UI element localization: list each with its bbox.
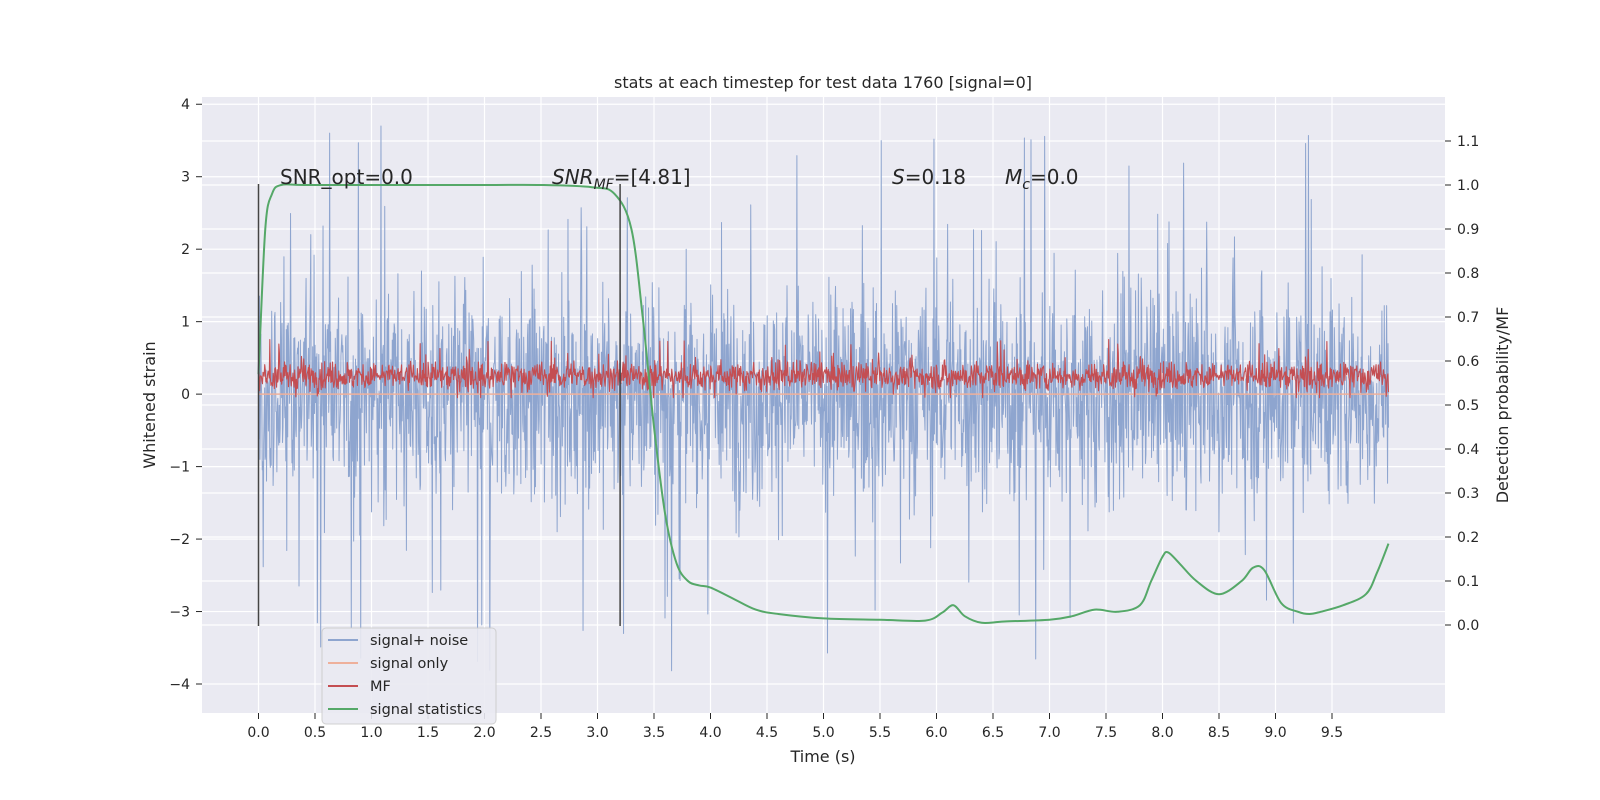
series-mf-line — [257, 339, 1390, 399]
x-tick-label: 3.5 — [643, 725, 665, 741]
x-tick-label: 4.5 — [756, 725, 778, 741]
x-tick-label: 1.5 — [417, 725, 439, 741]
y-tick-label: 1 — [181, 315, 190, 331]
x-tick-label: 5.5 — [869, 725, 891, 741]
annotation-mc: Mc=0.0 — [1005, 165, 1079, 193]
x-tick-label: 2.5 — [530, 725, 552, 741]
x-tick-label: 0.5 — [304, 725, 326, 741]
x-tick-label: 7.5 — [1095, 725, 1117, 741]
legend: signal+ noise signal only MF signal stat… — [321, 627, 497, 725]
y2-tick-label: 0.5 — [1457, 398, 1479, 414]
s-value: =0.18 — [905, 165, 966, 189]
snr-mf-symbol: SNR — [552, 165, 594, 189]
y-tick-label: −1 — [169, 460, 190, 476]
y2-tick-label: 0.4 — [1457, 442, 1479, 458]
x-tick-label: 3.0 — [586, 725, 608, 741]
snr-mf-subscript: MF — [594, 177, 615, 193]
mc-subscript: c — [1022, 177, 1030, 193]
annotation-snr-opt: SNR_opt=0.0 — [280, 165, 413, 189]
legend-label-signal-only: signal only — [370, 656, 449, 672]
x-tick-label: 6.5 — [982, 725, 1004, 741]
x-tick-label: 8.0 — [1151, 725, 1173, 741]
x-tick-label: 4.0 — [699, 725, 721, 741]
snr-mf-value: =[4.81] — [614, 165, 691, 189]
y-tick-label: 4 — [181, 97, 190, 113]
chart-title: stats at each timestep for test data 176… — [614, 73, 1032, 92]
x-tick-label: 2.0 — [473, 725, 495, 741]
y2-tick-label: 1.0 — [1457, 178, 1479, 194]
y2-tick-label: 0.8 — [1457, 266, 1479, 282]
y2-tick-label: 0.2 — [1457, 530, 1479, 546]
x-tick-label: 5.0 — [812, 725, 834, 741]
y2-tick-label: 0.1 — [1457, 574, 1479, 590]
x-tick-label: 8.5 — [1208, 725, 1230, 741]
x-tick-label: 6.0 — [925, 725, 947, 741]
series-signal-noise-line — [258, 125, 1389, 672]
vlines-layer — [257, 183, 621, 627]
legend-label-signal-statistics: signal statistics — [370, 702, 482, 718]
y-tick-label: −3 — [169, 605, 190, 621]
mc-symbol: M — [1005, 165, 1022, 189]
y-tick-label: 3 — [181, 170, 190, 186]
y2-tick-label: 0.3 — [1457, 486, 1479, 502]
x-tick-label: 0.0 — [247, 725, 269, 741]
y2-tick-label: 0.6 — [1457, 354, 1479, 370]
y-tick-label: −4 — [169, 677, 190, 693]
y2-tick-label: 0.0 — [1457, 618, 1479, 634]
y2-tick-label: 1.1 — [1457, 134, 1479, 150]
x-tick-label: 9.5 — [1321, 725, 1343, 741]
x-axis-label: Time (s) — [789, 747, 855, 766]
y2-tick-label: 0.7 — [1457, 310, 1479, 326]
annotation-snr-mf: SNRMF=[4.81] — [552, 165, 691, 193]
mc-value: =0.0 — [1030, 165, 1079, 189]
series-layer — [257, 125, 1390, 672]
ticks-layer: 0.0 0.5 1.0 1.5 2.0 2.5 3.0 3.5 4.0 4.5 5.0 5.5 6.0 6… — [169, 97, 1479, 741]
s-symbol: S — [892, 165, 905, 189]
series-signal-statistics-line — [257, 183, 1390, 625]
annotation-s: S=0.18 — [892, 165, 966, 189]
y-tick-label: 2 — [181, 242, 190, 258]
x-tick-label: 1.0 — [360, 725, 382, 741]
y2-tick-label: 0.9 — [1457, 222, 1479, 238]
x-tick-label: 9.0 — [1264, 725, 1286, 741]
y2-axis-label: Detection probability/MF — [1493, 307, 1512, 504]
legend-label-signal-noise: signal+ noise — [370, 633, 468, 649]
legend-label-mf: MF — [370, 679, 391, 695]
x-tick-label: 7.0 — [1038, 725, 1060, 741]
y-axis-label: Whitened strain — [140, 341, 159, 468]
y-tick-label: −2 — [169, 532, 190, 548]
legend-box — [321, 627, 497, 725]
y-tick-label: 0 — [181, 387, 190, 403]
